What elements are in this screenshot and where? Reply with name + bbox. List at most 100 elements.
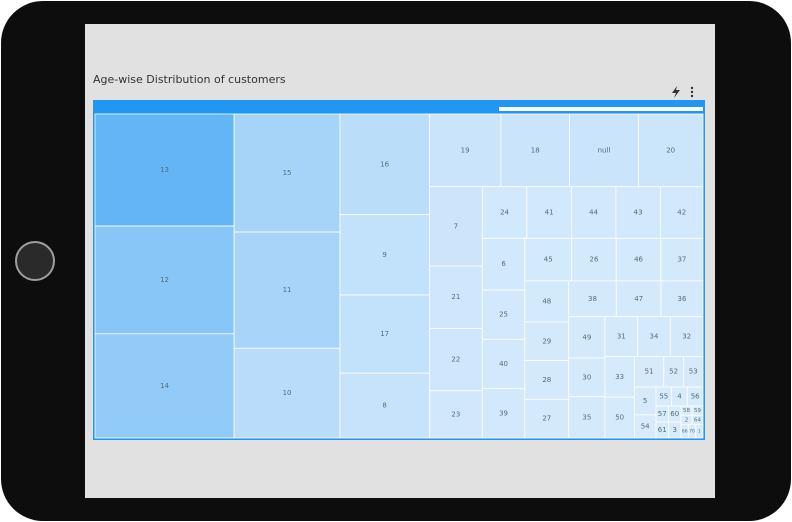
treemap-cell [94, 333, 235, 439]
treemap-cell [428, 390, 483, 439]
chart-title: Age-wise Distribution of customers [93, 73, 286, 86]
cell-label: 70 [689, 429, 695, 435]
treemap-cell [233, 347, 341, 439]
treemap-cell [481, 338, 526, 390]
treemap-cell [526, 186, 572, 239]
cell-label: 17 [380, 330, 389, 338]
cell-label: 15 [283, 169, 292, 177]
cell-label: 4 [677, 393, 682, 401]
cell-label: 42 [677, 209, 686, 217]
treemap-cell [604, 396, 635, 439]
cell-label: 6 [501, 260, 506, 268]
treemap-cell [571, 237, 617, 282]
cell-label: 61 [658, 426, 667, 434]
treemap-cell [637, 316, 671, 357]
cell-label: 38 [588, 295, 597, 303]
treemap-cell [481, 186, 528, 239]
treemap-cell [428, 113, 502, 188]
treemap-cell [660, 280, 704, 318]
cell-label: 53 [689, 368, 698, 376]
treemap-cell [94, 113, 235, 227]
treemap-cell [428, 328, 483, 392]
cell-label: 66 [682, 429, 688, 435]
home-button[interactable] [15, 241, 55, 281]
cell-label: 30 [582, 373, 591, 381]
cell-label: 2 [685, 417, 688, 423]
cell-label: 10 [283, 389, 292, 397]
treemap-cell [428, 186, 483, 267]
cell-label: null [598, 146, 611, 154]
treemap-cell [481, 388, 526, 439]
cell-label: 48 [542, 297, 551, 305]
treemap-cell [568, 357, 606, 398]
cell-label: 41 [545, 209, 554, 217]
treemap-cell [524, 398, 570, 439]
cell-label: 45 [544, 256, 553, 264]
cell-label: 36 [678, 295, 687, 303]
cell-label: 58 [683, 408, 690, 414]
treemap-cell [604, 356, 635, 398]
cell-label: 64 [694, 417, 701, 423]
treemap-cell [660, 186, 704, 239]
treemap-cell [339, 214, 430, 296]
cell-label: 21 [451, 293, 460, 301]
treemap-cell [428, 265, 483, 329]
treemap-cell [637, 113, 704, 188]
treemap-cell [569, 113, 639, 188]
cell-label: 54 [641, 422, 650, 430]
lightning-icon[interactable] [672, 86, 680, 98]
cell-label: 40 [499, 360, 508, 368]
cell-label: 12 [160, 276, 169, 284]
cell-label: 33 [615, 373, 624, 381]
treemap-cell [669, 316, 704, 357]
cell-label: 51 [645, 368, 654, 376]
cell-label: 9 [382, 251, 386, 259]
cell-label: 31 [617, 333, 626, 341]
cell-label: 1 [698, 429, 701, 435]
cell-label: 13 [160, 166, 169, 174]
treemap-cell [524, 360, 570, 400]
cell-label: 16 [380, 160, 389, 168]
cell-label: 35 [582, 413, 591, 421]
progress-bar [499, 107, 703, 111]
treemap-cell [500, 113, 571, 188]
cell-label: 56 [691, 393, 700, 401]
cell-label: 22 [451, 356, 460, 364]
cell-label: 55 [659, 393, 668, 401]
cell-label: 7 [454, 222, 458, 230]
cell-label: 43 [634, 209, 643, 217]
treemap-cell [94, 225, 235, 335]
cell-label: 29 [542, 337, 551, 345]
treemap-cell [481, 289, 526, 340]
cell-label: 47 [634, 295, 643, 303]
cell-label: 34 [650, 333, 659, 341]
cell-label: 5 [643, 397, 647, 405]
cell-label: 49 [582, 333, 591, 341]
treemap-cell [524, 321, 570, 362]
cell-label: 60 [670, 410, 679, 418]
cell-label: 50 [615, 414, 624, 422]
more-menu-icon[interactable] [690, 86, 694, 98]
cell-label: 24 [500, 209, 509, 217]
cell-label: 14 [160, 382, 169, 390]
treemap-cell [695, 423, 704, 439]
cell-label: 18 [531, 146, 540, 154]
treemap-cell [568, 396, 606, 439]
cell-label: 3 [673, 426, 677, 434]
cell-label: 8 [382, 402, 386, 410]
treemap-cell [339, 113, 430, 215]
cell-label: 32 [682, 333, 691, 341]
cell-label: 27 [542, 415, 551, 423]
cell-label: 57 [658, 410, 667, 418]
cell-label: 23 [451, 410, 460, 418]
cell-label: 39 [499, 409, 508, 417]
treemap-cell [633, 356, 665, 388]
cell-label: 20 [666, 146, 675, 154]
cell-label: 11 [283, 286, 292, 294]
cell-label: 19 [461, 146, 470, 154]
cell-label: 37 [677, 256, 686, 264]
cell-label: 52 [669, 368, 678, 376]
cell-label: 25 [499, 311, 508, 319]
